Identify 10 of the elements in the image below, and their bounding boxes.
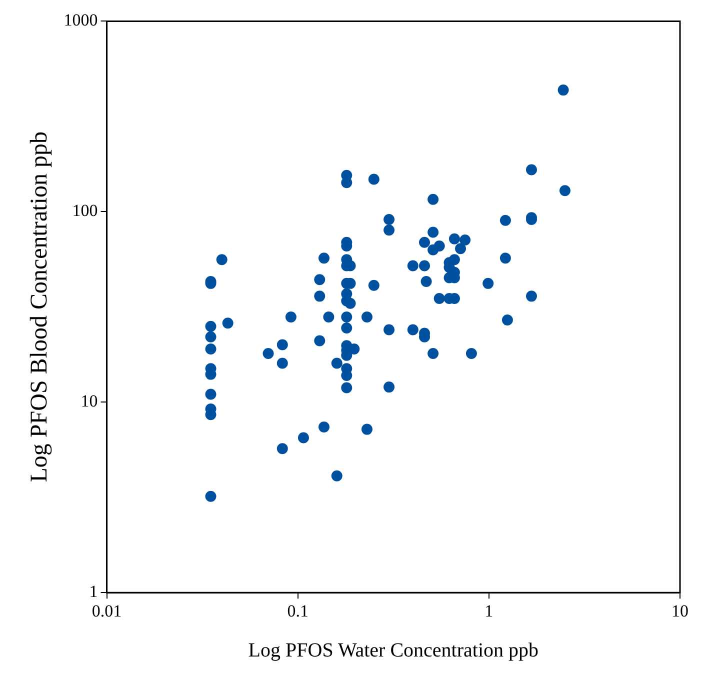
x-tick-label: 0.1 bbox=[287, 601, 308, 620]
x-tick-label: 1 bbox=[484, 601, 494, 620]
y-tick-label: 1000 bbox=[64, 10, 98, 30]
y-axis-title: Log PFOS Blood Concentration ppb bbox=[26, 132, 53, 482]
y-tick-label: 1 bbox=[89, 582, 98, 602]
x-tick-label: 10 bbox=[672, 601, 688, 620]
x-axis-title: Log PFOS Water Concentration ppb bbox=[248, 639, 539, 662]
y-tick-label: 10 bbox=[80, 392, 98, 411]
y-tick-label: 100 bbox=[72, 201, 98, 220]
x-tick-label: 0.01 bbox=[92, 601, 122, 620]
